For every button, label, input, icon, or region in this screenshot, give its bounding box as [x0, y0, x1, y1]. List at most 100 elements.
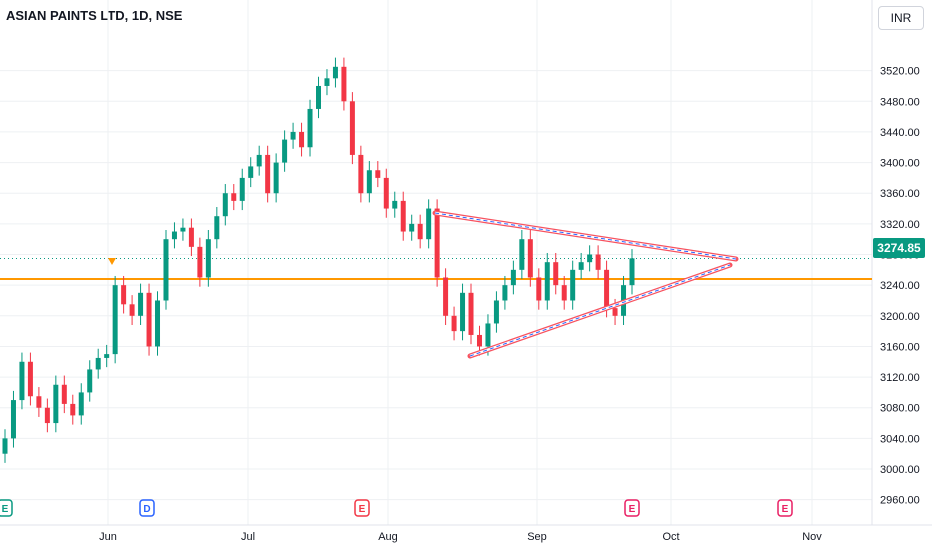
- candle-body: [476, 334, 482, 347]
- candle-body: [341, 66, 347, 102]
- candle-body: [290, 131, 296, 140]
- candle-body: [375, 170, 381, 178]
- candle-body: [527, 239, 533, 278]
- candle-body: [553, 262, 559, 286]
- candle-body: [163, 239, 169, 301]
- event-badge-label: E: [782, 504, 789, 515]
- candle-body: [443, 277, 449, 316]
- candle-body: [510, 269, 516, 286]
- candle-body: [27, 361, 33, 397]
- candle-body: [19, 361, 25, 401]
- x-tick-label: Aug: [378, 531, 398, 543]
- candle-body: [112, 285, 118, 355]
- candle-body: [519, 239, 525, 270]
- y-tick-label: 3320.00: [880, 219, 920, 231]
- pivot-marker-icon: [108, 258, 116, 265]
- candle-body: [171, 231, 177, 240]
- candle-body: [426, 208, 432, 240]
- y-tick-label: 3120.00: [880, 372, 920, 384]
- candle-body: [129, 304, 135, 316]
- candle-body: [138, 292, 144, 316]
- candle-body: [2, 438, 8, 454]
- candle-body: [392, 200, 398, 209]
- candle-body: [561, 285, 567, 301]
- candle-body: [273, 162, 279, 194]
- candle-body: [595, 254, 601, 270]
- y-tick-label: 3400.00: [880, 158, 920, 170]
- chart-title: ASIAN PAINTS LTD, 1D, NSE: [6, 8, 183, 23]
- candle-body: [324, 78, 330, 86]
- candle-body: [570, 269, 576, 301]
- candle-body: [400, 200, 406, 232]
- candle-body: [282, 139, 288, 163]
- candle-body: [239, 177, 245, 201]
- y-tick-label: 2960.00: [880, 495, 920, 507]
- candle-body: [36, 396, 42, 408]
- candle-body: [256, 154, 262, 167]
- candle-body: [358, 154, 364, 194]
- x-tick-label: Oct: [662, 531, 679, 543]
- event-badge: [354, 499, 370, 517]
- candle-body: [299, 131, 305, 148]
- candle-body: [629, 258, 635, 286]
- candle-body: [231, 193, 237, 201]
- candle-body: [121, 285, 127, 305]
- candle-body: [180, 227, 186, 232]
- candle-body: [222, 193, 228, 217]
- candle-body: [197, 246, 203, 278]
- event-badge-label: E: [359, 504, 366, 515]
- candle-body: [612, 308, 618, 316]
- candle-body: [10, 400, 16, 439]
- y-tick-label: 3360.00: [880, 188, 920, 200]
- candle-body: [587, 254, 593, 263]
- event-badge: [624, 499, 640, 517]
- candle-body: [214, 216, 220, 240]
- event-badge: [0, 499, 13, 517]
- y-tick-label: 3480.00: [880, 96, 920, 108]
- event-badge-label: E: [2, 504, 9, 515]
- y-tick-label: 3080.00: [880, 403, 920, 415]
- y-tick-label: 3520.00: [880, 66, 920, 78]
- candle-body: [316, 85, 321, 109]
- triangle-upper-line-center: [434, 212, 737, 260]
- event-badge: [139, 499, 155, 517]
- candle-body: [604, 269, 610, 309]
- x-tick-label: Nov: [802, 531, 822, 543]
- triangle-lower-line-center: [469, 264, 731, 357]
- candle-body: [383, 177, 389, 209]
- last-price-tag: 3274.85: [873, 238, 925, 258]
- candle-body: [70, 403, 76, 416]
- candle-body: [493, 300, 499, 324]
- candle-body: [332, 66, 338, 79]
- candle-body: [95, 357, 101, 370]
- x-tick-label: Jul: [241, 531, 255, 543]
- y-tick-label: 3160.00: [880, 341, 920, 353]
- candle-body: [104, 354, 110, 358]
- candle-body: [205, 239, 211, 278]
- candle-body: [349, 101, 355, 155]
- candle-body: [578, 262, 584, 270]
- candle-body: [536, 277, 542, 301]
- candle-body: [366, 170, 372, 194]
- candle-body: [307, 108, 313, 148]
- candle-body: [155, 300, 161, 347]
- y-tick-label: 3200.00: [880, 311, 920, 323]
- candle-body: [409, 223, 415, 232]
- candle-body: [460, 292, 466, 332]
- candle-body: [53, 384, 59, 424]
- currency-selector[interactable]: INR: [878, 6, 924, 30]
- candle-body: [544, 262, 550, 301]
- candle-body: [451, 315, 457, 332]
- y-tick-label: 3240.00: [880, 280, 920, 292]
- y-tick-label: 3000.00: [880, 464, 920, 476]
- candle-body: [417, 223, 423, 240]
- candle-body: [78, 392, 84, 416]
- y-tick-label: 3040.00: [880, 433, 920, 445]
- candle-body: [434, 208, 440, 278]
- event-badge-label: D: [143, 504, 150, 515]
- y-tick-label: 3440.00: [880, 127, 920, 139]
- candle-body: [502, 285, 508, 301]
- event-badge: [777, 499, 793, 517]
- x-tick-label: Jun: [99, 531, 117, 543]
